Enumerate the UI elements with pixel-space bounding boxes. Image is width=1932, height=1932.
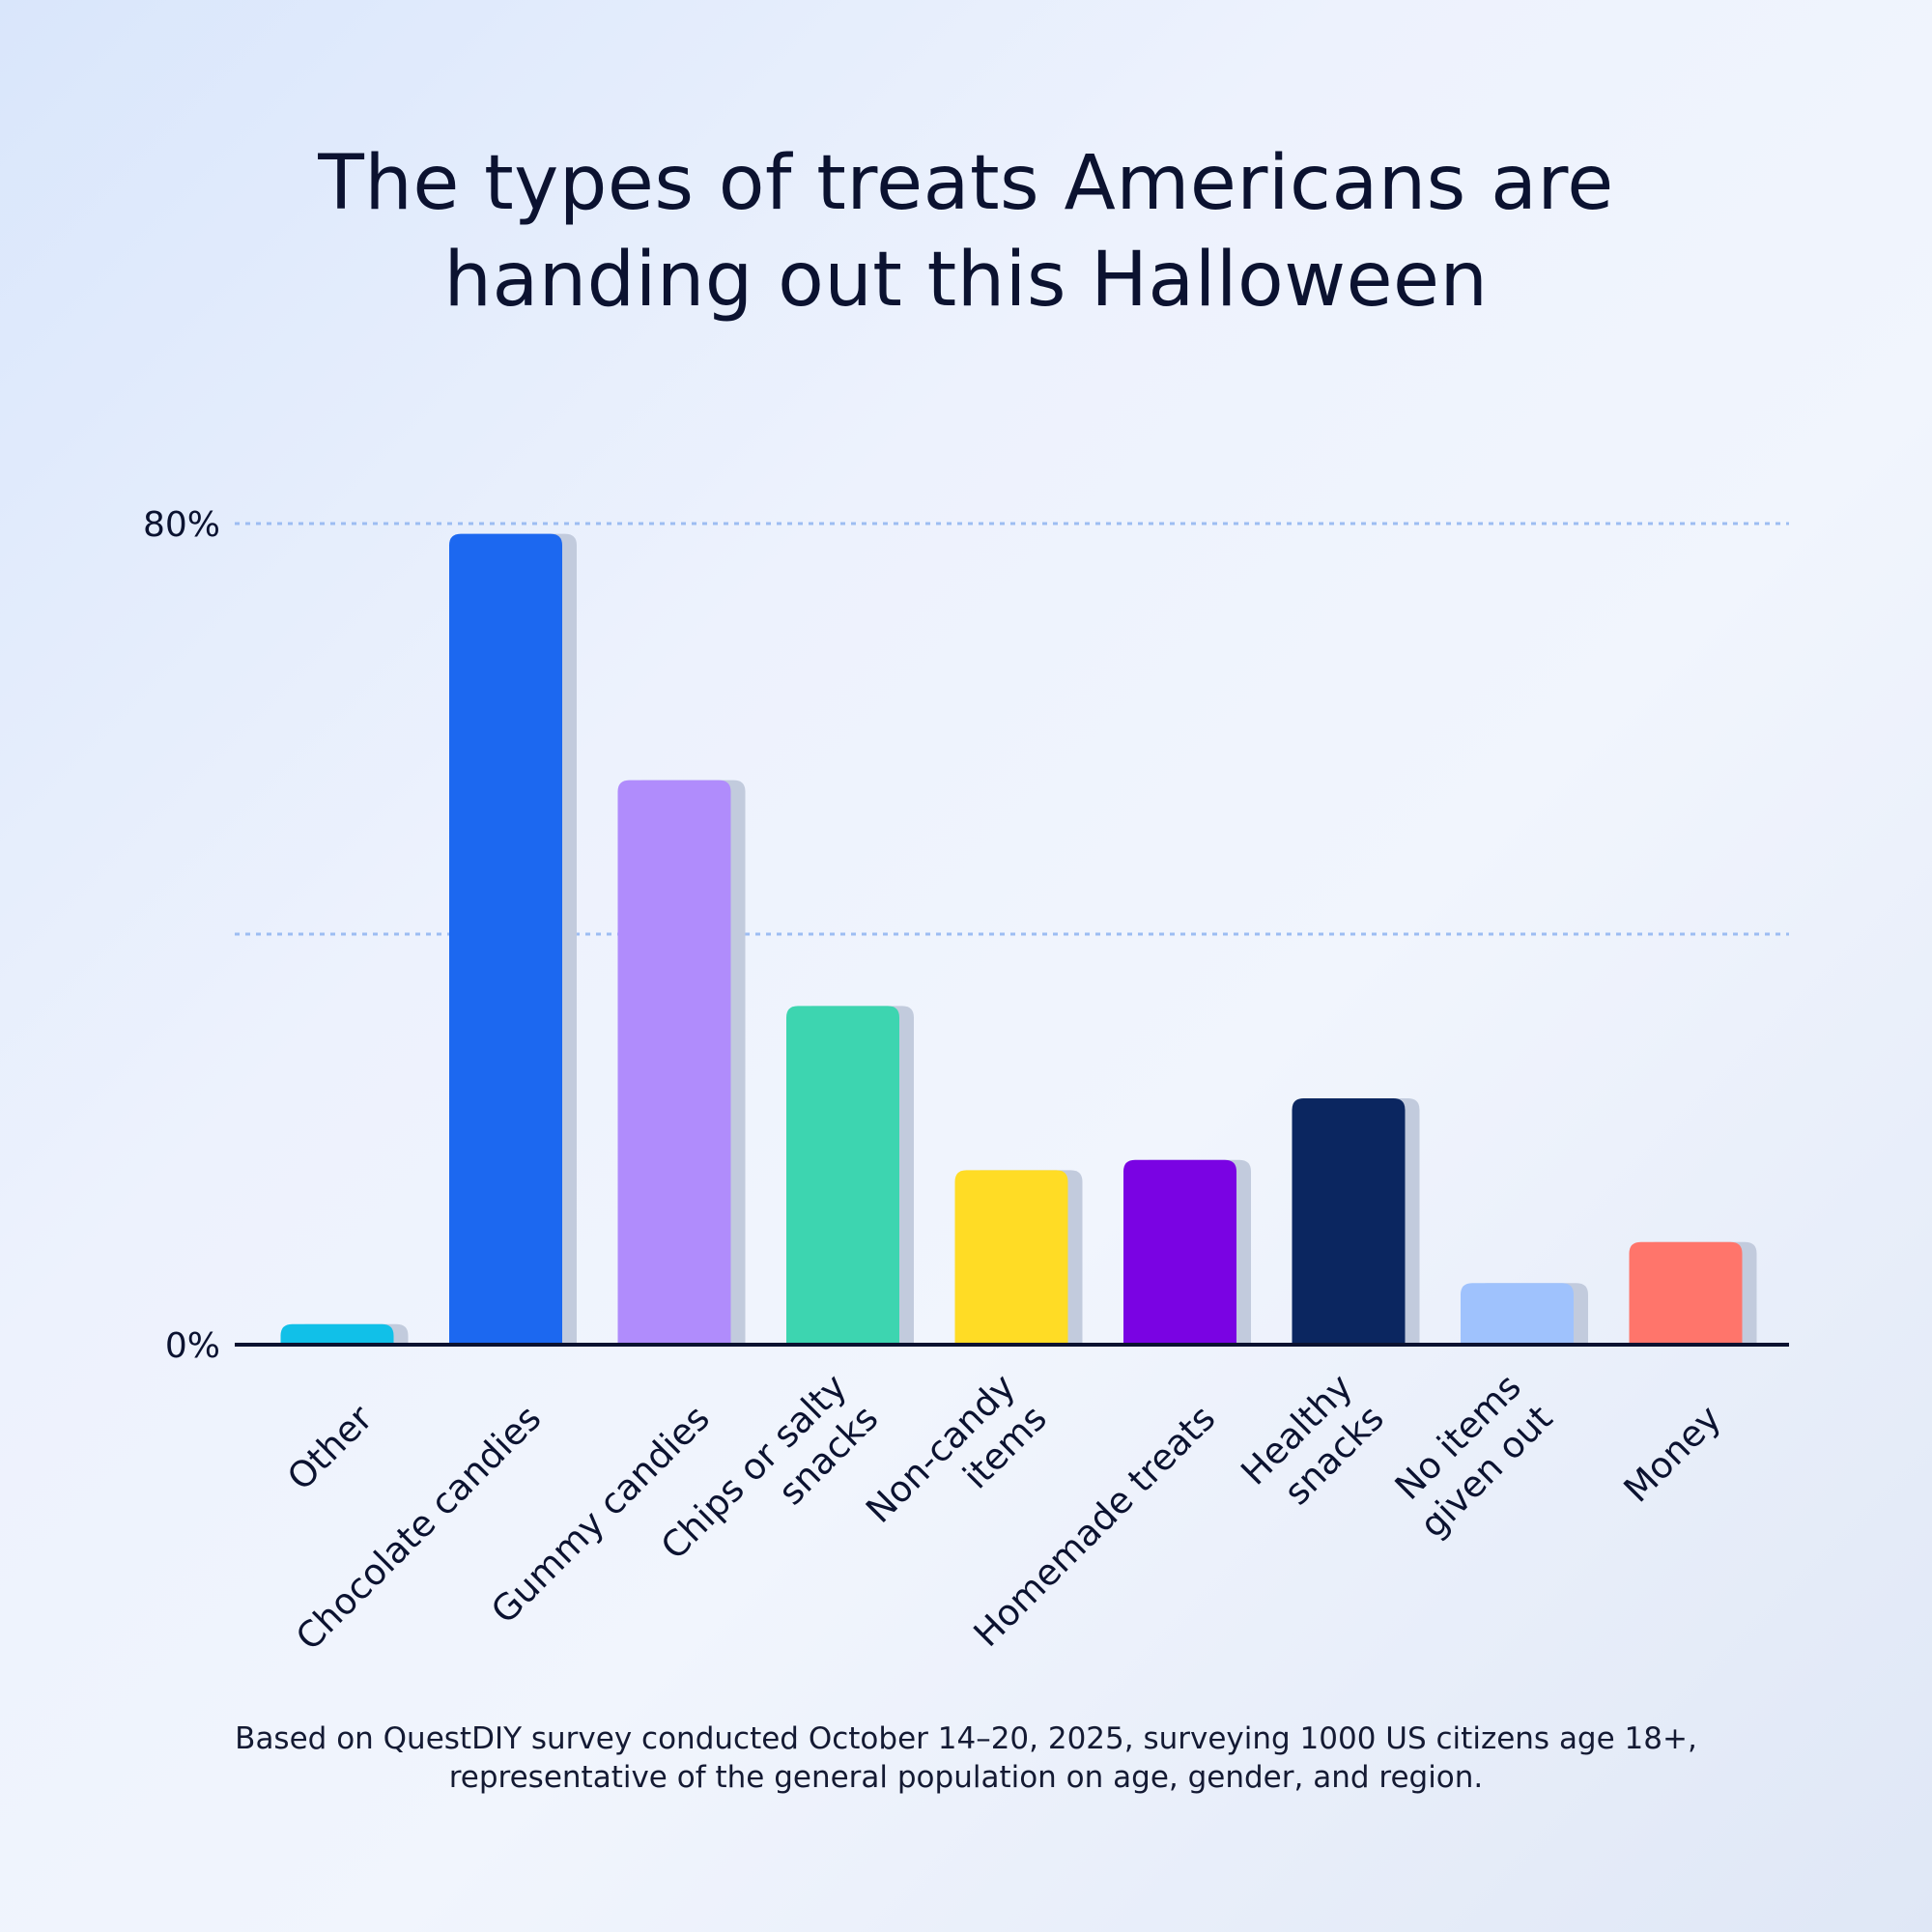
x-tick-label: Money	[1616, 1397, 1729, 1510]
bar	[1123, 1159, 1236, 1345]
bar	[449, 533, 562, 1345]
bar	[280, 1323, 394, 1345]
footnote: Based on QuestDIY survey conducted Octob…	[0, 1719, 1932, 1797]
bar	[954, 1170, 1068, 1345]
bar	[1461, 1283, 1574, 1345]
bar	[786, 1006, 899, 1345]
bar	[1629, 1241, 1743, 1345]
x-tick-label-line: Other	[279, 1397, 381, 1498]
chart-title: The types of treats Americans are handing…	[0, 135, 1932, 328]
chart-title-line: handing out this Halloween	[443, 237, 1489, 324]
x-tick-label: Other	[279, 1397, 381, 1498]
footnote-line: representative of the general population…	[448, 1760, 1484, 1795]
x-tick-label-line: Money	[1616, 1397, 1729, 1510]
y-tick-label: 80%	[143, 505, 220, 545]
chart-title-line: The types of treats Americans are	[318, 140, 1614, 227]
bar	[1292, 1098, 1406, 1345]
bar	[617, 780, 731, 1345]
footnote-line: Based on QuestDIY survey conducted Octob…	[235, 1721, 1697, 1756]
y-tick-label: 0%	[165, 1326, 220, 1366]
